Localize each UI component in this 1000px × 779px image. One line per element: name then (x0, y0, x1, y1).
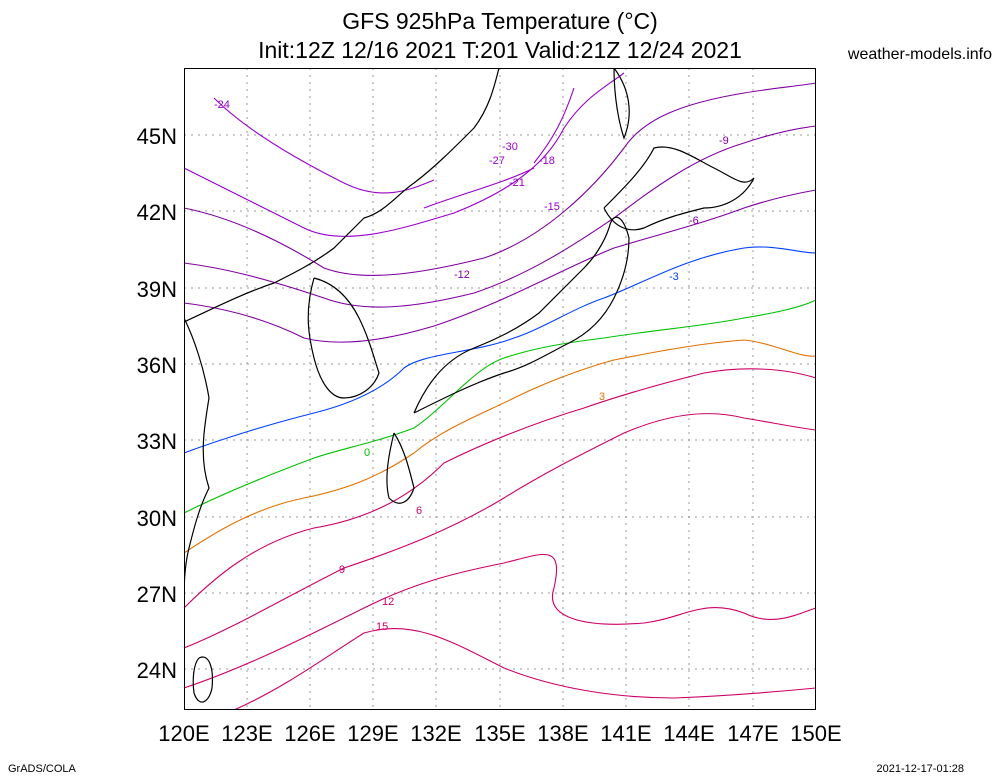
coast-asia-mainland (184, 68, 500, 323)
coast-kyushu (386, 432, 415, 504)
map-subtitle: Init:12Z 12/16 2021 T:201 Valid:21Z 12/2… (258, 37, 742, 63)
contour-minus21 (423, 167, 535, 209)
contour-minus18 (533, 87, 575, 164)
label-9: 9 (339, 564, 345, 576)
lat-label-39n: 39N (136, 277, 177, 302)
contour-minus9 (184, 125, 816, 308)
lon-label-129e: 129E (347, 721, 399, 746)
label-minus12: -12 (454, 269, 470, 281)
contour-zero (184, 299, 816, 514)
lon-label-144e: 144E (663, 721, 715, 746)
contour-6 (184, 368, 816, 609)
lon-label-141e: 141E (600, 721, 652, 746)
label-minus15: -15 (544, 201, 560, 213)
label-minus3: -3 (669, 271, 679, 283)
label-minus21: -21 (509, 177, 525, 189)
label-minus27: -27 (489, 155, 505, 167)
contour-minus15-north (184, 72, 625, 237)
lat-label-42n: 42N (136, 200, 177, 225)
label-zero: 0 (364, 447, 370, 459)
footer-credit: GrADS/COLA (8, 763, 76, 775)
site-credit[interactable]: weather-models.info (847, 46, 992, 63)
contour-minus3 (184, 246, 816, 454)
lon-label-126e: 126E (284, 721, 336, 746)
footer-timestamp: 2021-12-17-01:28 (876, 763, 964, 775)
contour-12 (184, 553, 816, 689)
coast-china (184, 317, 210, 609)
lat-label-30n: 30N (136, 506, 177, 531)
lat-label-27n: 27N (136, 582, 177, 607)
lon-label-135e: 135E (474, 721, 526, 746)
lat-label-36n: 36N (136, 353, 177, 378)
lon-label-147e: 147E (727, 721, 779, 746)
label-3: 3 (599, 391, 605, 403)
label-6: 6 (416, 505, 422, 517)
contour-minus24 (213, 97, 435, 194)
lon-label-123e: 123E (221, 721, 273, 746)
contour-minus6 (184, 189, 816, 343)
map-title: GFS 925hPa Temperature (°C) (342, 8, 658, 34)
coast-korea (307, 277, 380, 399)
lon-label-150e: 150E (790, 721, 842, 746)
lat-label-33n: 33N (136, 429, 177, 454)
map-plot: -30 -27 -24 -21 -18 -15 -12 -9 -6 -3 0 3… (184, 68, 816, 710)
label-15: 15 (376, 621, 388, 633)
lat-label-24n: 24N (136, 658, 177, 683)
label-minus30: -30 (502, 141, 518, 153)
contour-3 (184, 339, 816, 554)
contour-15 (233, 627, 816, 710)
label-minus24: -24 (214, 99, 230, 111)
label-minus9: -9 (719, 135, 729, 147)
contour-labels: -30 -27 -24 -21 -18 -15 -12 -9 -6 -3 0 3… (214, 99, 729, 633)
contour-minus12 (184, 82, 816, 276)
lon-label-132e: 132E (410, 721, 462, 746)
label-minus18: -18 (539, 155, 555, 167)
coast-honshu (413, 216, 630, 414)
lat-label-45n: 45N (136, 124, 177, 149)
coast-hokkaido (603, 146, 755, 231)
grid-lines (184, 68, 816, 710)
label-minus6: -6 (689, 215, 699, 227)
coast-taiwan (192, 656, 214, 703)
plot-border (184, 68, 816, 710)
coastlines (184, 68, 755, 703)
lon-label-138e: 138E (537, 721, 589, 746)
coast-sakhalin (613, 68, 630, 140)
lon-label-120e: 120E (158, 721, 210, 746)
label-12: 12 (382, 596, 394, 608)
contour-9 (184, 413, 816, 649)
